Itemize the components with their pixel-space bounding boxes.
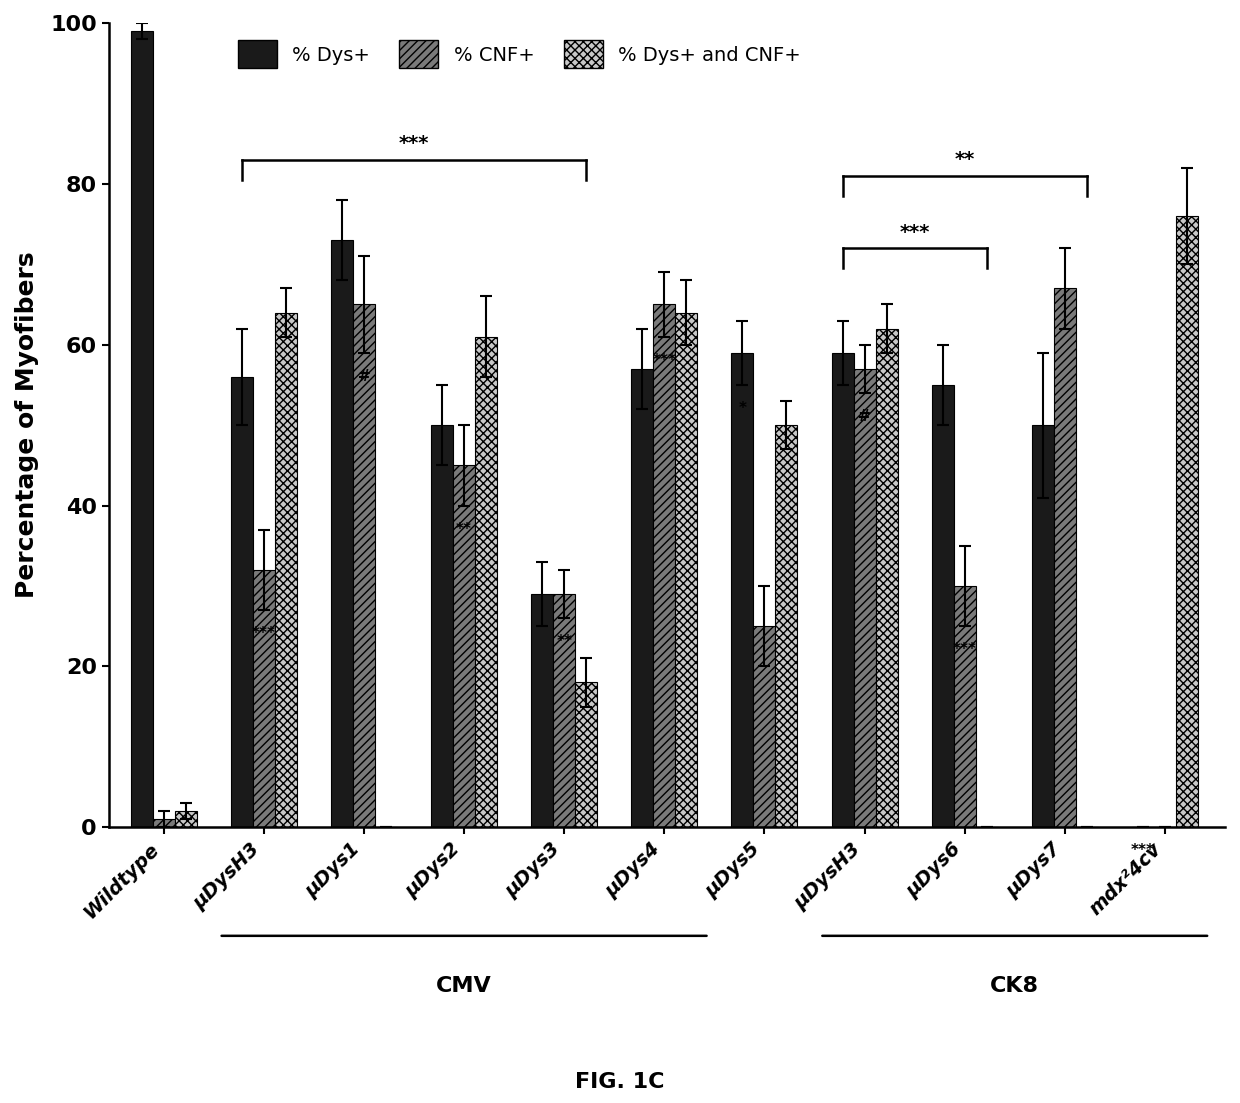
Bar: [353, 304, 374, 827]
Text: ***: ***: [399, 135, 429, 153]
Bar: [676, 312, 697, 827]
Bar: [531, 595, 553, 827]
Bar: [653, 304, 676, 827]
Bar: [253, 570, 275, 827]
Bar: [832, 353, 853, 827]
Bar: [575, 683, 598, 827]
Text: *: *: [739, 401, 746, 416]
Text: FIG. 1C: FIG. 1C: [575, 1072, 665, 1092]
Bar: [931, 385, 954, 827]
Text: **: **: [456, 522, 472, 537]
Bar: [475, 336, 497, 827]
Text: #: #: [357, 368, 371, 384]
Bar: [1176, 216, 1198, 827]
Bar: [775, 425, 797, 827]
Text: ***: ***: [652, 353, 676, 367]
Text: ***: ***: [899, 223, 930, 242]
Text: ***: ***: [952, 642, 977, 657]
Text: CMV: CMV: [436, 976, 492, 996]
Bar: [553, 595, 575, 827]
Y-axis label: Percentage of Myofibers: Percentage of Myofibers: [15, 251, 38, 599]
Bar: [754, 627, 775, 827]
Bar: [1054, 288, 1076, 827]
Text: #: #: [858, 409, 870, 424]
Bar: [954, 586, 976, 827]
Text: **: **: [557, 634, 572, 650]
Bar: [732, 353, 754, 827]
Legend: % Dys+, % CNF+, % Dys+ and CNF+: % Dys+, % CNF+, % Dys+ and CNF+: [231, 33, 808, 76]
Text: ***: ***: [1131, 844, 1154, 858]
Text: **: **: [955, 150, 975, 170]
Bar: [631, 368, 653, 827]
Bar: [1032, 425, 1054, 827]
Bar: [453, 465, 475, 827]
Bar: [875, 329, 898, 827]
Text: ***: ***: [252, 627, 275, 641]
Bar: [130, 31, 153, 827]
Bar: [853, 368, 875, 827]
Bar: [153, 820, 175, 827]
Bar: [331, 240, 353, 827]
Bar: [175, 811, 197, 827]
Text: CK8: CK8: [991, 976, 1039, 996]
Bar: [275, 312, 296, 827]
Bar: [432, 425, 453, 827]
Bar: [231, 377, 253, 827]
